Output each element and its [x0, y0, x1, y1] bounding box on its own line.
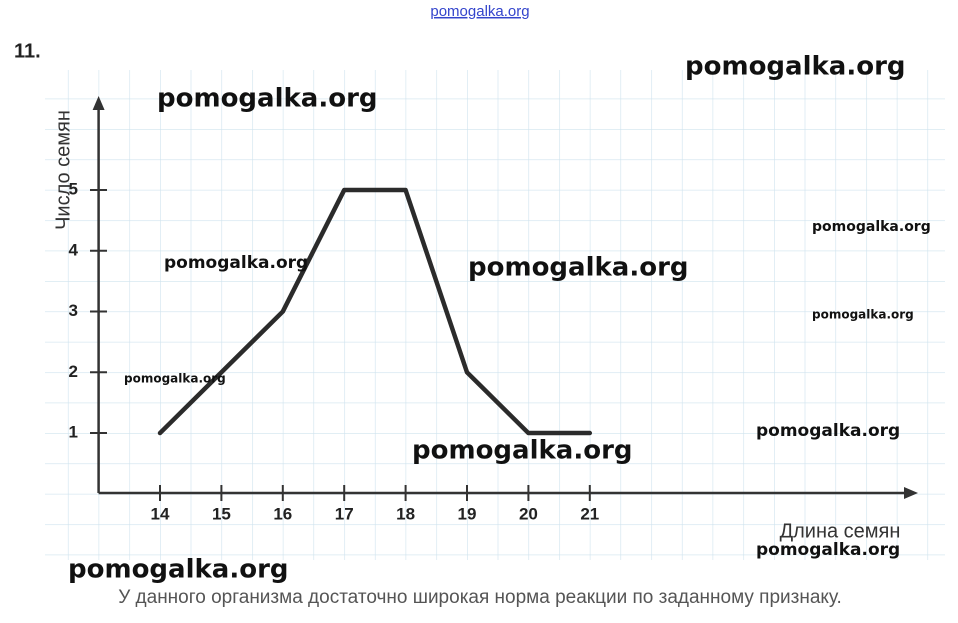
y-axis-label: Число семян	[52, 110, 74, 230]
graph-paper	[45, 70, 945, 560]
x-arrow	[904, 487, 918, 499]
watermark: pomogalka.org	[756, 421, 900, 441]
watermark: pomogalka.org	[164, 253, 308, 273]
x-tick-label: 14	[151, 504, 170, 523]
watermark: pomogalka.org	[157, 84, 378, 114]
watermark: pomogalka.org	[124, 372, 226, 386]
x-tick-label: 17	[335, 504, 354, 523]
watermark: pomogalka.org	[68, 555, 289, 585]
x-axis-label: Длина семян	[780, 520, 901, 542]
axes	[92, 96, 918, 499]
source-link[interactable]: pomogalka.org	[430, 3, 529, 20]
watermark: pomogalka.org	[756, 540, 900, 560]
watermark: pomogalka.org	[468, 253, 689, 283]
watermark: pomogalka.org	[412, 436, 633, 466]
y-tick-label: 1	[69, 423, 78, 442]
x-tick-label: 20	[519, 504, 538, 523]
y-tick-label: 4	[69, 240, 79, 259]
y-tick-label: 5	[69, 180, 78, 199]
x-tick-label: 15	[212, 504, 231, 523]
y-arrow	[92, 96, 105, 110]
x-tick-label: 21	[580, 504, 599, 523]
answer-text: У данного организма достаточно широкая н…	[118, 587, 842, 608]
x-tick-label: 19	[458, 504, 477, 523]
watermark: pomogalka.org	[812, 308, 914, 322]
x-tick-label: 18	[396, 504, 415, 523]
problem-number: 11.	[14, 40, 41, 62]
x-tick-label: 16	[273, 504, 292, 523]
y-tick-label: 3	[69, 301, 78, 320]
watermark: pomogalka.org	[685, 52, 906, 82]
watermark: pomogalka.org	[812, 219, 931, 235]
data-line	[157, 187, 593, 436]
y-tick-label: 2	[69, 362, 78, 381]
